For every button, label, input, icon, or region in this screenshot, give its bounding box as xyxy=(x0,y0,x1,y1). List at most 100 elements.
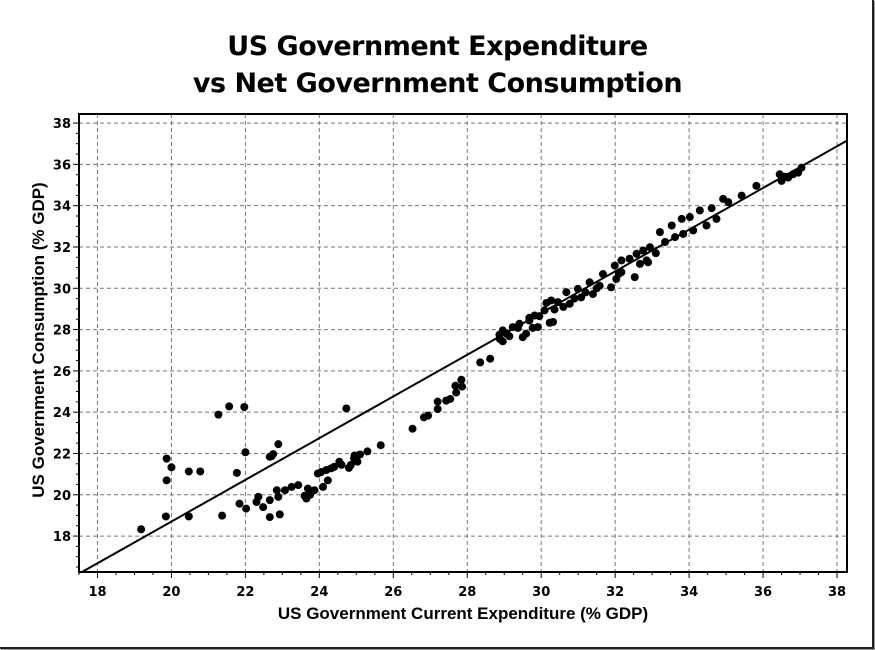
data-point xyxy=(240,403,249,412)
data-point xyxy=(562,288,571,297)
data-point xyxy=(581,288,590,297)
data-point xyxy=(424,411,433,420)
data-point xyxy=(376,441,385,450)
data-point xyxy=(737,191,746,200)
x-tick-label: 26 xyxy=(384,585,402,600)
data-point xyxy=(254,492,263,501)
regression-line xyxy=(81,139,847,572)
data-points xyxy=(137,163,806,534)
data-point xyxy=(712,214,721,223)
data-point xyxy=(724,198,733,207)
axis-ticks xyxy=(73,122,838,578)
x-tick-label: 30 xyxy=(532,585,550,600)
data-point xyxy=(161,512,170,521)
y-tick-label: 34 xyxy=(53,200,71,215)
data-point xyxy=(446,394,455,403)
data-point xyxy=(287,482,296,491)
data-point xyxy=(752,181,761,190)
data-point xyxy=(272,486,281,495)
data-point xyxy=(630,273,639,282)
data-point xyxy=(505,332,514,341)
data-point xyxy=(651,249,660,258)
data-point xyxy=(356,450,365,459)
data-point xyxy=(232,468,241,477)
tick-labels: 18 20 22 24 26 28 30 32 34 36 38 18 20 22 24 26 28 30 32 34… xyxy=(53,117,846,600)
data-point xyxy=(167,463,176,472)
data-point xyxy=(476,358,485,367)
data-point xyxy=(655,228,664,237)
data-point xyxy=(303,484,312,493)
data-point xyxy=(625,254,634,263)
data-point xyxy=(310,486,319,495)
data-point xyxy=(259,503,268,512)
data-point xyxy=(342,404,351,413)
plot-area-border xyxy=(78,113,848,573)
data-point xyxy=(559,302,568,311)
data-point xyxy=(294,481,303,490)
data-point xyxy=(337,460,346,469)
data-point xyxy=(607,283,616,292)
data-point xyxy=(196,467,205,476)
data-point xyxy=(162,454,171,463)
data-point xyxy=(595,281,604,290)
grid-lines xyxy=(79,114,847,572)
chart-title-line-1: US Government Expenditure xyxy=(227,31,648,62)
data-point xyxy=(639,246,648,255)
data-point xyxy=(451,381,460,390)
data-point xyxy=(522,329,531,338)
data-point xyxy=(610,261,619,270)
chart-title: US Government Expenditure vs Net Governm… xyxy=(0,28,875,102)
data-point xyxy=(344,463,353,472)
data-point xyxy=(363,447,372,456)
data-point xyxy=(702,221,711,230)
x-tick-label: 22 xyxy=(236,585,254,600)
data-point xyxy=(274,440,283,449)
x-tick-label: 34 xyxy=(680,585,698,600)
data-point xyxy=(645,243,654,252)
data-point xyxy=(617,268,626,277)
data-point xyxy=(644,258,653,267)
data-point xyxy=(632,249,641,258)
chart-title-line-2: vs Net Government Consumption xyxy=(192,68,683,99)
data-point xyxy=(218,511,227,520)
data-point xyxy=(242,504,251,513)
data-point xyxy=(570,294,579,303)
x-tick-label: 18 xyxy=(88,585,106,600)
data-point xyxy=(408,424,417,433)
data-point xyxy=(353,457,362,466)
data-point xyxy=(433,397,442,406)
data-point xyxy=(685,213,694,222)
data-point xyxy=(162,476,171,485)
y-tick-label: 32 xyxy=(53,241,71,256)
data-point xyxy=(137,525,146,534)
data-point xyxy=(184,512,193,521)
data-point xyxy=(235,499,244,508)
y-tick-label: 20 xyxy=(53,489,71,504)
data-point xyxy=(265,513,274,522)
data-point xyxy=(265,496,274,505)
data-point xyxy=(275,510,284,519)
data-point xyxy=(267,452,276,461)
data-point xyxy=(533,323,542,332)
data-point xyxy=(565,299,574,308)
y-tick-label: 26 xyxy=(53,365,71,380)
y-tick-label: 36 xyxy=(53,158,71,173)
y-tick-label: 18 xyxy=(53,530,71,545)
y-tick-label: 30 xyxy=(53,282,71,297)
data-point xyxy=(498,326,507,335)
y-tick-label: 28 xyxy=(53,324,71,339)
data-point xyxy=(695,206,704,215)
data-point xyxy=(486,354,495,363)
y-tick-label: 24 xyxy=(53,406,71,421)
data-point xyxy=(707,204,716,213)
data-point xyxy=(319,482,328,491)
data-point xyxy=(452,388,461,397)
data-point xyxy=(241,448,250,457)
data-point xyxy=(323,476,332,485)
y-axis-label: US Government Consumption (% GDP) xyxy=(29,182,48,497)
data-point xyxy=(280,486,289,495)
x-tick-label: 38 xyxy=(828,585,846,600)
data-point xyxy=(214,410,223,419)
x-tick-label: 24 xyxy=(310,585,328,600)
data-point xyxy=(330,462,339,471)
